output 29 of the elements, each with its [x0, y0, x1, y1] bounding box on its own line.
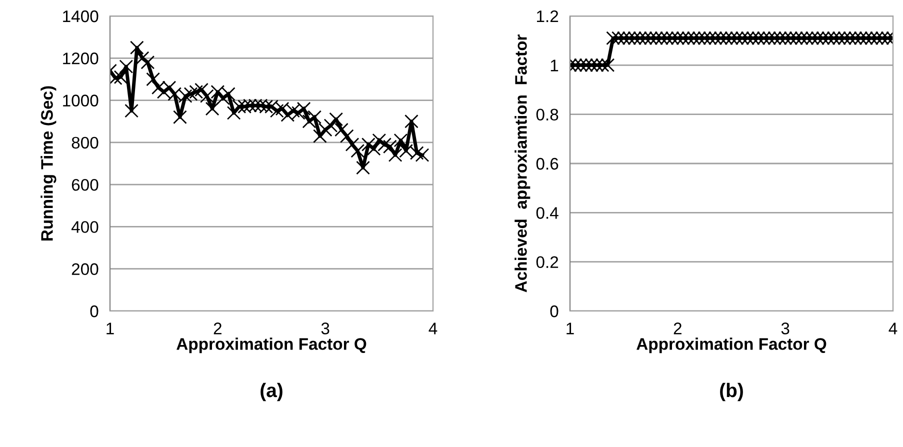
y-tick-label: 1200	[63, 52, 98, 64]
x-tick-label: 1	[106, 322, 114, 334]
y-tick-label: 1	[550, 60, 558, 72]
x-tick-label: 3	[781, 322, 790, 334]
y-tick-label: 0.6	[536, 158, 558, 170]
y-axis-title: Running Time (Sec)	[40, 86, 56, 240]
y-tick-label: 1000	[63, 94, 98, 106]
y-tick-label: 0.4	[536, 207, 558, 219]
y-axis-title: Achieved approxiamtion Factor	[514, 34, 530, 292]
x-tick-label: 3	[321, 322, 330, 334]
y-tick-label: 0.2	[536, 256, 558, 268]
y-tick-label: 1.2	[536, 10, 558, 22]
x-axis-title: Approximation Factor Q	[636, 338, 826, 354]
y-tick-label: 800	[72, 136, 98, 149]
text: (a)	[260, 382, 282, 402]
x-tick-label: 4	[428, 322, 438, 334]
x-axis-title: Approximation Factor Q	[176, 338, 366, 354]
y-tick-label: 0	[90, 305, 98, 318]
y-tick-label: 1400	[63, 10, 98, 22]
x-tick-label: 4	[888, 322, 898, 334]
x-tick-label: 1	[566, 322, 574, 334]
y-tick-label: 0	[550, 305, 558, 318]
y-tick-label: 400	[71, 221, 98, 233]
y-tick-label: 600	[72, 178, 98, 191]
y-tick-label: 0.8	[536, 108, 558, 121]
x-tick-label: 2	[674, 322, 682, 334]
text: (b)	[720, 382, 743, 402]
x-tick-label: 2	[214, 322, 222, 334]
y-tick-label: 200	[72, 263, 98, 276]
